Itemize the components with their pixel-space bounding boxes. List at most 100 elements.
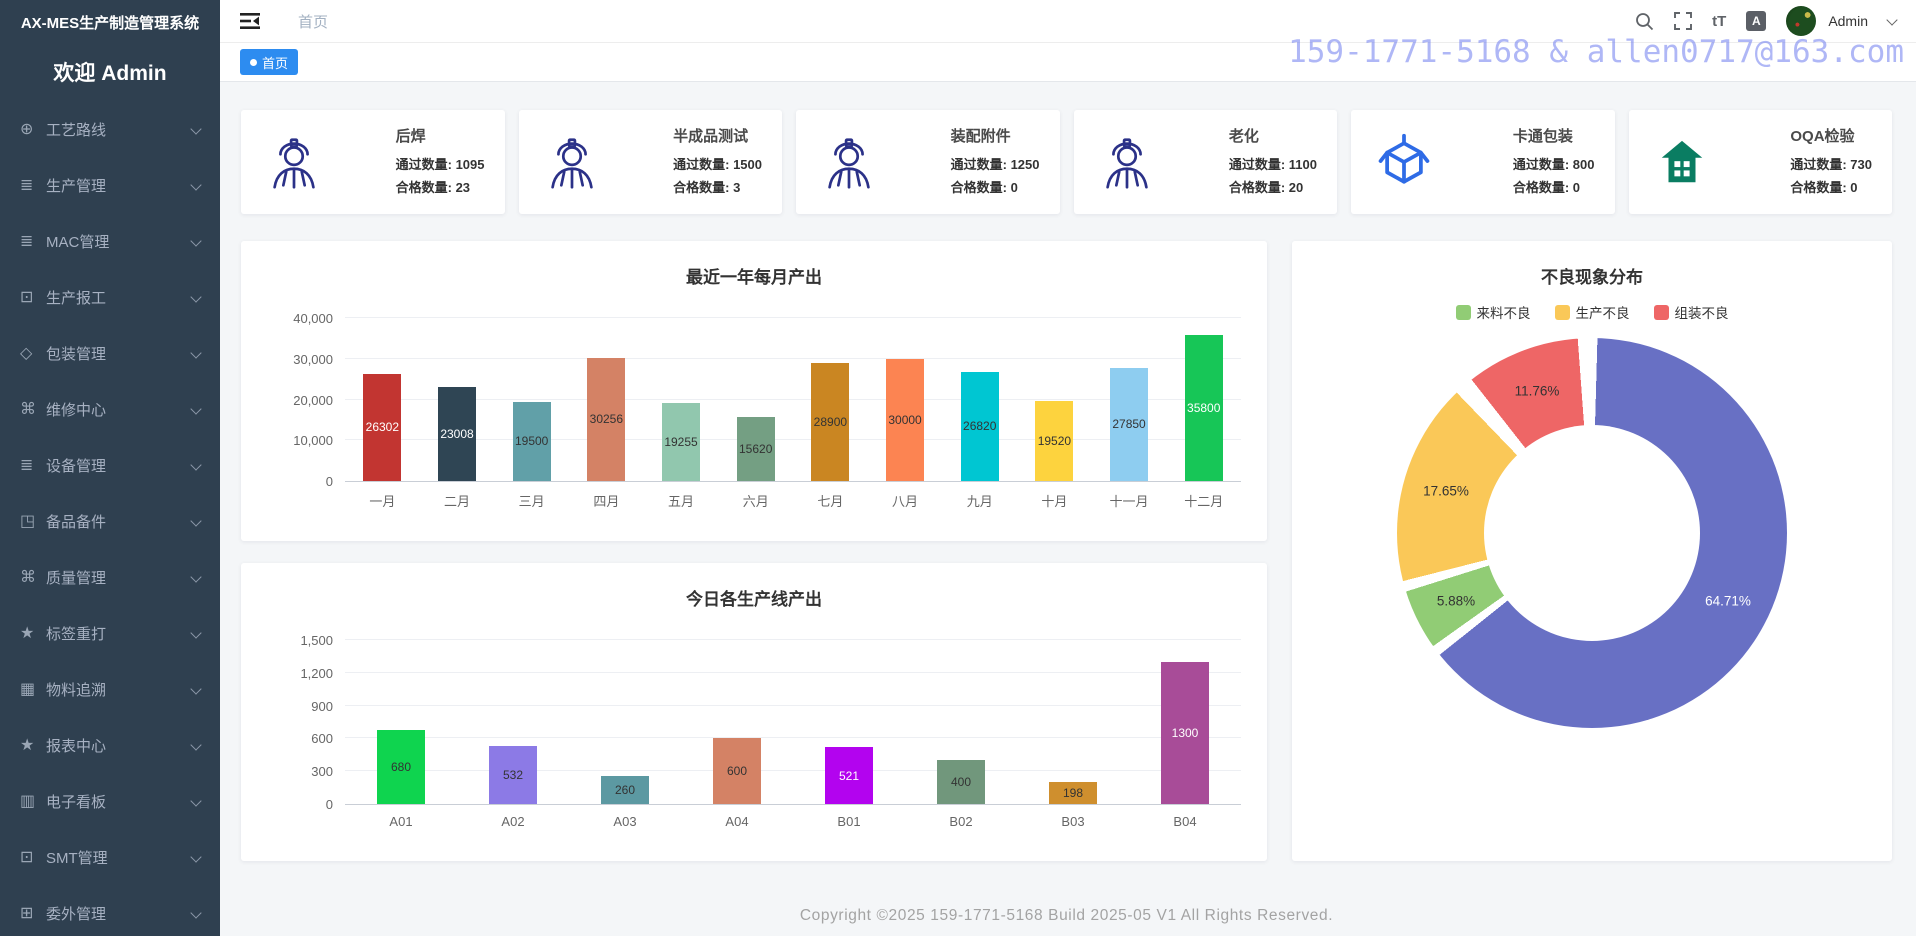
bar-十二月: 35800 xyxy=(1184,335,1223,481)
font-size-icon[interactable]: tT xyxy=(1712,12,1727,30)
language-icon[interactable]: A xyxy=(1746,11,1767,31)
sidebar-item-mac-mgmt[interactable]: ≣ MAC管理 xyxy=(0,213,220,269)
sidebar-item-packaging-mgmt[interactable]: ◇ 包装管理 xyxy=(0,325,220,381)
legend-label: 组装不良 xyxy=(1674,306,1729,321)
y-axis-tick: 20,000 xyxy=(293,392,333,408)
sidebar-item-label: 设备管理 xyxy=(46,457,107,475)
slice-label: 5.88% xyxy=(1436,593,1476,609)
gridline xyxy=(345,639,1241,640)
sidebar-item-production-report[interactable]: ⊡ 生产报工 xyxy=(0,269,220,325)
bar-四月: 30256 xyxy=(587,357,626,481)
sidebar-item-quality-mgmt[interactable]: ⌘ 质量管理 xyxy=(0,549,220,605)
y-axis-tick: 0 xyxy=(325,474,333,489)
y-axis-tick: 1,200 xyxy=(300,665,333,681)
bar-slot: 19500 xyxy=(494,318,569,481)
legend-item-生产不良[interactable]: 生产不良 xyxy=(1554,302,1630,322)
navbar-actions: tT A Admin xyxy=(1635,6,1898,36)
sidebar-item-equipment-mgmt[interactable]: ≣ 设备管理 xyxy=(0,437,220,493)
bar-六月: 15620 xyxy=(736,417,775,481)
bar-value-label: 19255 xyxy=(664,434,698,449)
bar-value-label: 28900 xyxy=(813,415,848,430)
bar-slot: 521 xyxy=(793,640,905,804)
chevron-down-icon xyxy=(190,123,202,135)
gridline xyxy=(345,770,1241,772)
worker-icon xyxy=(1090,131,1164,193)
x-axis-label: 十二月 xyxy=(1184,494,1224,509)
y-axis-tick: 300 xyxy=(311,764,333,780)
bar-value-label: 19500 xyxy=(514,434,549,449)
sidebar-item-outsourcing-mgmt[interactable]: ⊞ 委外管理 xyxy=(0,885,220,936)
gridline xyxy=(345,357,1241,359)
kpi-text: 老化 通过数量: 1100 合格数量: 20 xyxy=(1229,125,1317,199)
x-axis-label: 七月 xyxy=(817,494,844,509)
x-axis-label: B04 xyxy=(1173,814,1197,829)
x-axis-label: 九月 xyxy=(966,494,993,509)
legend-item-组装不良[interactable]: 组装不良 xyxy=(1653,302,1729,322)
x-axis-label: 六月 xyxy=(742,494,769,509)
bar-slot: 27850 xyxy=(1092,318,1167,481)
kpi-text: 半成品测试 通过数量: 1500 合格数量: 3 xyxy=(673,125,762,199)
packaging-mgmt-icon: ◇ xyxy=(20,345,33,362)
sidebar-item-spare-parts[interactable]: ◳ 备品备件 xyxy=(0,493,220,549)
bar-slot: 28900 xyxy=(793,318,868,481)
breadcrumb[interactable]: 首页 xyxy=(298,13,329,31)
bar-slot: 400 xyxy=(905,640,1017,804)
equipment-mgmt-icon: ≣ xyxy=(20,457,34,474)
bar-B03: 198 xyxy=(1049,782,1097,804)
x-axis-label: A04 xyxy=(725,814,749,829)
slice-label: 17.65% xyxy=(1423,483,1469,499)
sidebar-item-process-route[interactable]: ⊕ 工艺路线 xyxy=(0,101,220,157)
kpi-stat: 通过数量: 1500 xyxy=(673,157,762,172)
bar-value-label: 680 xyxy=(390,759,412,774)
monthly-output-chart-card: 最近一年每月产出 0 10,000 20,000 30,000 40,000 26302 2… xyxy=(241,241,1267,541)
top-navbar: 首页 tT A Admin xyxy=(220,0,1916,43)
user-name[interactable]: Admin xyxy=(1828,13,1868,29)
line-output-bar-chart: 0 300 600 900 1,200 1,500 680 532 260 600 521 400 19… xyxy=(241,633,1267,829)
sidebar-item-label-reprint[interactable]: ★ 标签重打 xyxy=(0,605,220,661)
sidebar-item-repair-center[interactable]: ⌘ 维修中心 xyxy=(0,381,220,437)
quality-mgmt-icon: ⌘ xyxy=(20,569,36,586)
kpi-stat: 合格数量: 20 xyxy=(1228,180,1304,195)
x-axis-label: 八月 xyxy=(892,494,919,509)
chevron-down-icon xyxy=(190,403,202,415)
fullscreen-icon[interactable] xyxy=(1674,12,1693,30)
y-axis-tick: 10,000 xyxy=(293,433,333,449)
bar-三月: 19500 xyxy=(512,401,551,481)
sidebar-item-material-trace[interactable]: ▦ 物料追溯 xyxy=(0,661,220,717)
sidebar-item-production-mgmt[interactable]: ≣ 生产管理 xyxy=(0,157,220,213)
bar-slot: 1300 xyxy=(1129,640,1241,804)
tab-home-label: 首页 xyxy=(262,55,289,71)
sidebar-nav: ⊕ 工艺路线 ≣ 生产管理 ≣ MAC管理 ⊡ 生产报工 ◇ 包装管理 ⌘ 维修中心 ≣ 设备管理 ◳ 备品备… xyxy=(0,101,220,936)
sidebar-item-e-dashboard[interactable]: ▥ 电子看板 xyxy=(0,773,220,829)
tab-home[interactable]: 首页 xyxy=(240,49,299,75)
chevron-down-icon[interactable] xyxy=(1886,13,1898,26)
kpi-card-title: 后焊 xyxy=(395,128,426,145)
chevron-down-icon xyxy=(190,459,202,471)
search-icon[interactable] xyxy=(1635,12,1654,31)
avatar[interactable] xyxy=(1786,6,1817,36)
bar-十月: 19520 xyxy=(1035,401,1074,481)
bar-value-label: 30256 xyxy=(589,412,624,427)
sidebar-toggle-icon[interactable] xyxy=(240,13,260,29)
sidebar-item-label: SMT管理 xyxy=(46,849,108,867)
e-dashboard-icon: ▥ xyxy=(20,793,36,810)
bar-五月: 19255 xyxy=(662,402,701,481)
gridline xyxy=(345,398,1241,400)
worker-icon xyxy=(812,131,886,193)
kpi-card-houhan: 后焊 通过数量: 1095 合格数量: 23 xyxy=(241,110,505,214)
mac-mgmt-icon: ≣ xyxy=(20,233,34,250)
monthly-output-bar-chart: 0 10,000 20,000 30,000 40,000 26302 23008 19500… xyxy=(241,311,1267,510)
chevron-down-icon xyxy=(190,571,202,583)
sidebar-item-smt-mgmt[interactable]: ⊡ SMT管理 xyxy=(0,829,220,885)
tab-bar: 首页 xyxy=(220,43,1916,82)
bar-B02: 400 xyxy=(937,760,985,804)
sidebar-item-report-center[interactable]: ★ 报表中心 xyxy=(0,717,220,773)
kpi-text: 卡通包装 通过数量: 800 合格数量: 0 xyxy=(1513,125,1595,199)
bar-value-label: 35800 xyxy=(1187,401,1221,416)
legend-item-来料不良[interactable]: 来料不良 xyxy=(1455,302,1531,322)
y-axis-tick: 0 xyxy=(325,797,333,812)
legend-swatch xyxy=(1455,304,1471,320)
spare-parts-icon: ◳ xyxy=(20,513,36,530)
kpi-stat: 合格数量: 0 xyxy=(950,180,1018,195)
kpi-stat: 通过数量: 1095 xyxy=(395,157,485,172)
